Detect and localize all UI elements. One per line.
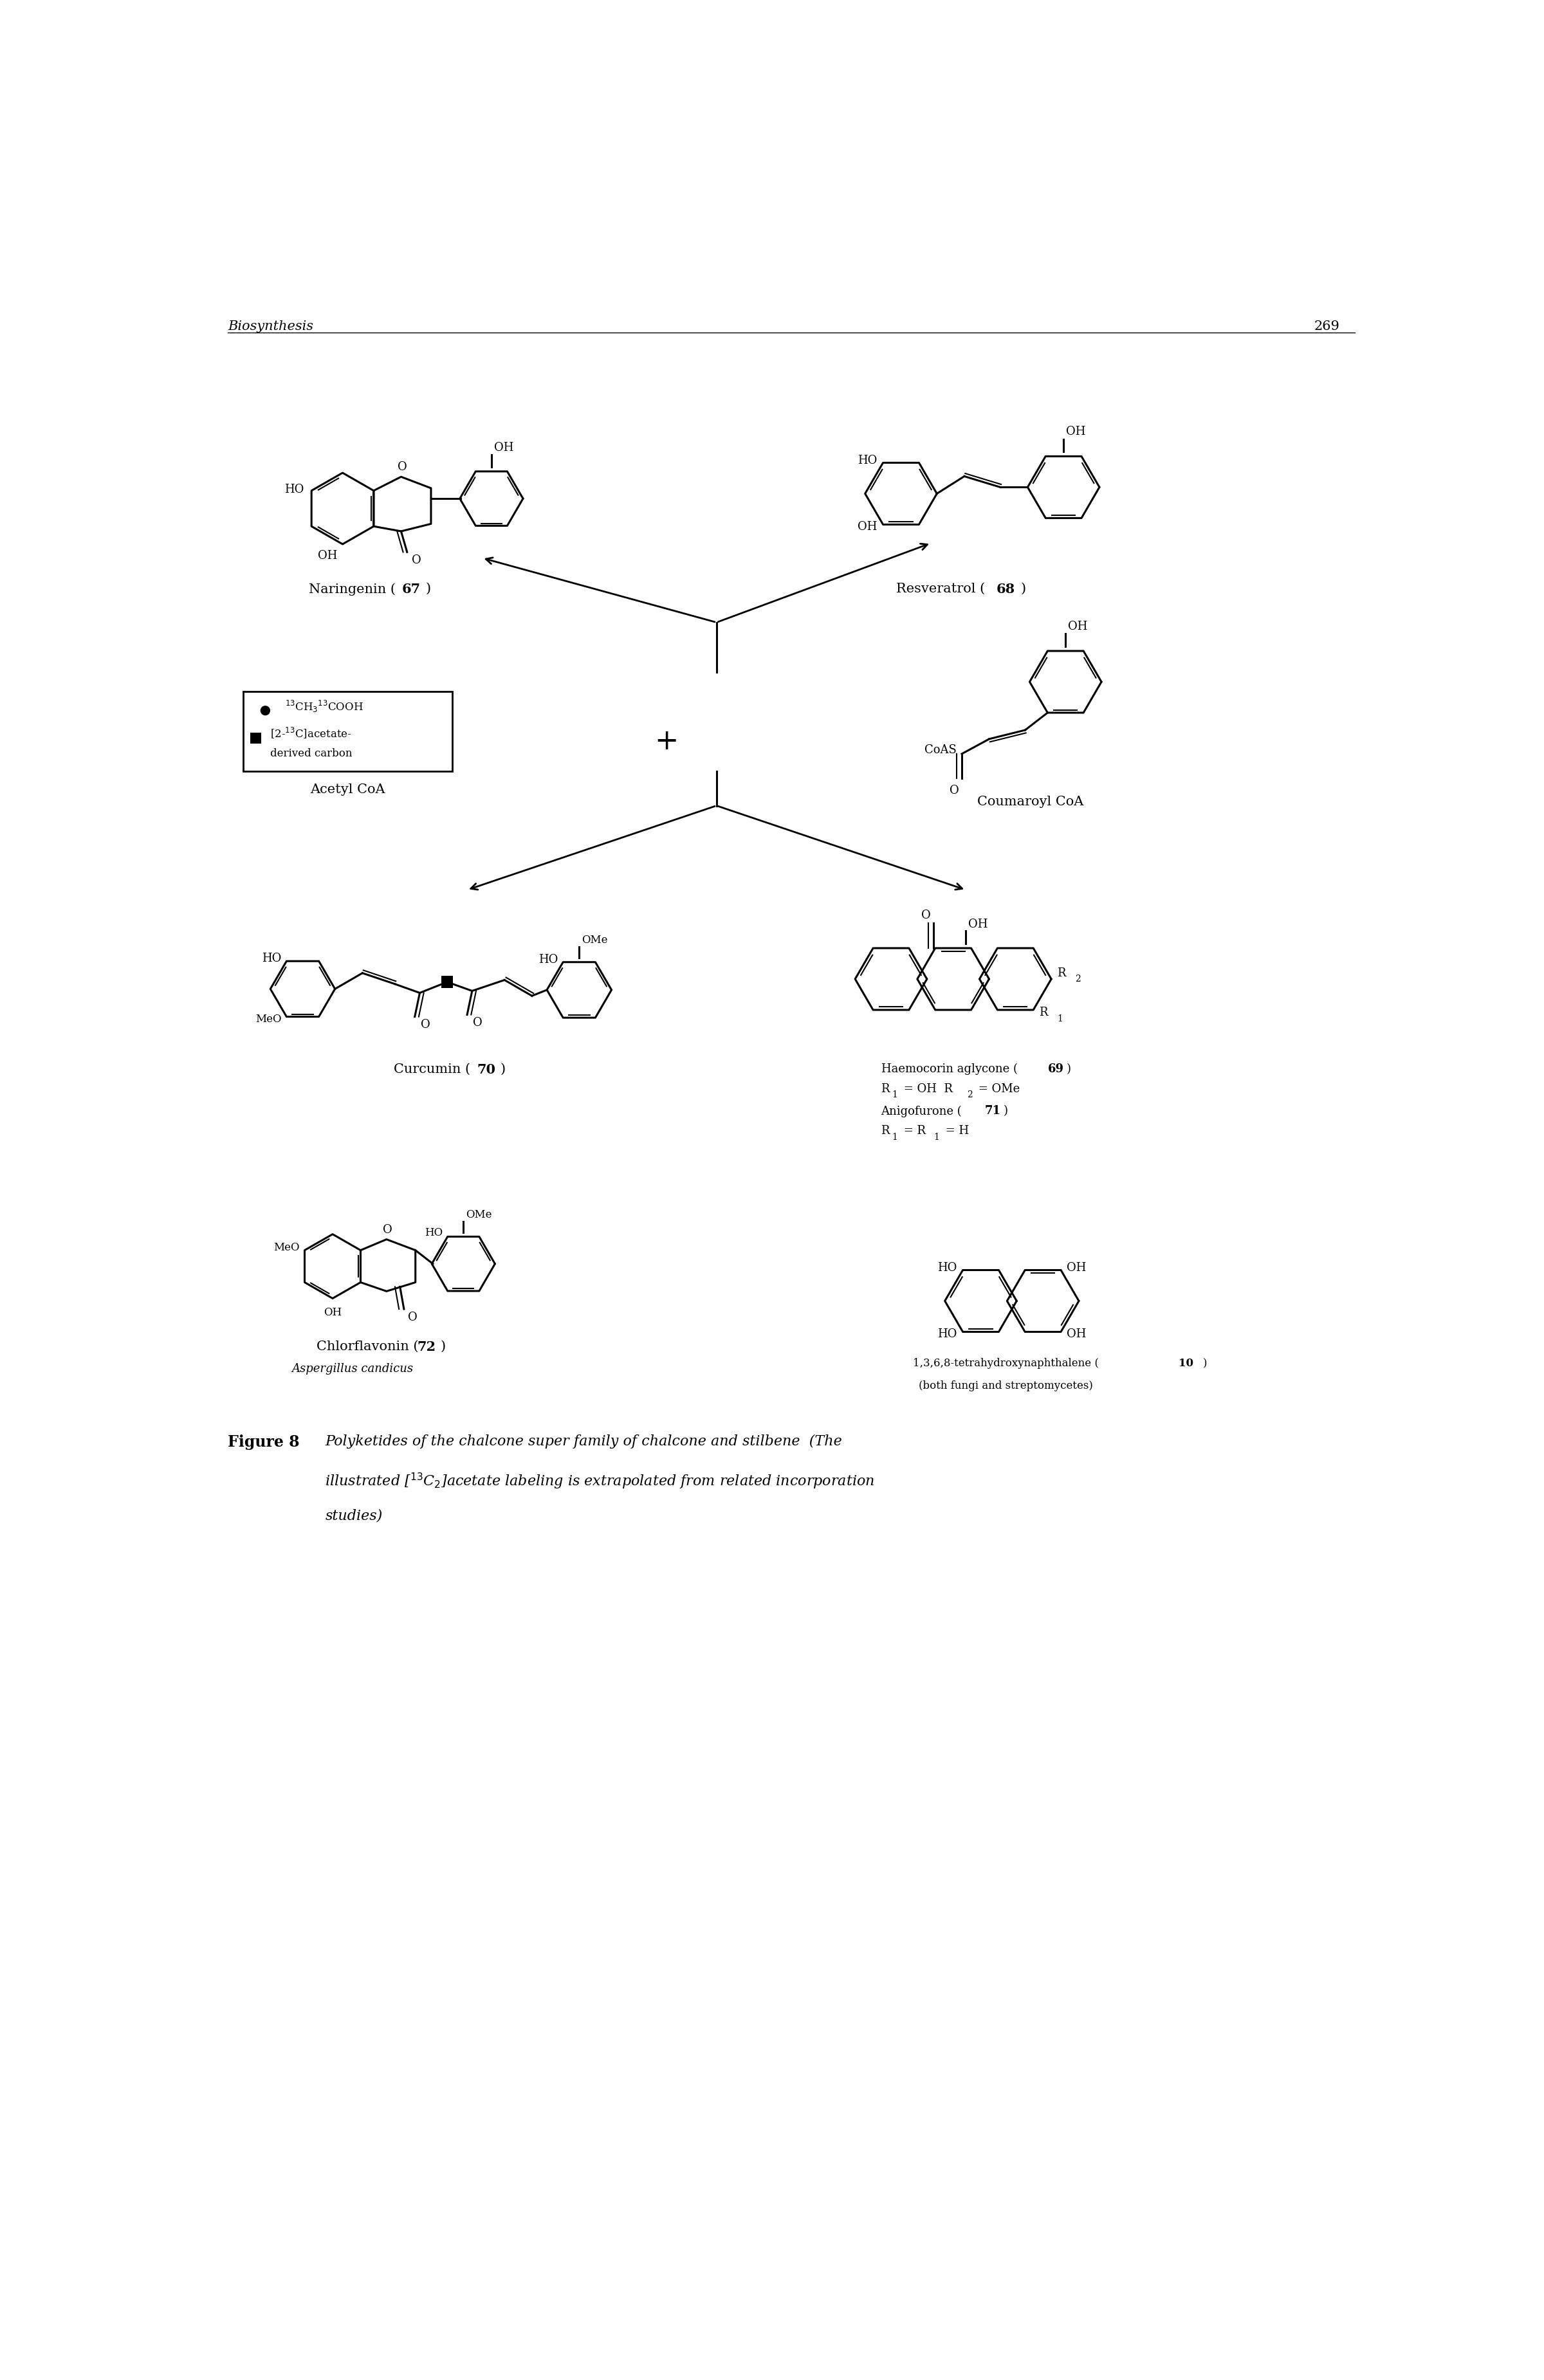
Text: Coumaroyl CoA: Coumaroyl CoA [977,795,1084,807]
Text: ): ) [440,1340,446,1352]
Text: OH: OH [1067,1328,1087,1340]
Text: 1: 1 [1058,1014,1062,1023]
Text: OH: OH [968,919,988,931]
Text: ): ) [1067,1064,1072,1076]
Text: HO: HO [539,954,557,966]
Text: O: O [472,1016,483,1028]
Text: 1: 1 [892,1090,897,1100]
Text: O: O [383,1223,392,1235]
Text: Chlorflavonin (: Chlorflavonin ( [317,1340,418,1352]
Text: 67: 67 [401,583,422,595]
Bar [250,733,261,743]
Text: OH: OH [494,443,514,452]
Text: = OH  R: = OH R [900,1083,953,1095]
Text: OH: OH [1067,1261,1087,1273]
Text: ): ) [426,583,431,595]
Text: OH: OH [1068,621,1087,633]
Text: derived carbon: derived carbon [270,747,352,759]
Text: O: O [397,462,406,474]
Bar [442,976,452,988]
Text: ): ) [1021,583,1025,595]
Text: HO: HO [937,1261,957,1273]
Text: HO: HO [857,455,877,466]
Text: MeO: MeO [255,1014,281,1026]
Text: 2: 2 [967,1090,973,1100]
Text: ): ) [1004,1104,1008,1116]
Text: HO: HO [284,483,304,495]
Text: = H: = H [942,1126,970,1138]
Text: MeO: MeO [273,1242,300,1254]
Text: OH: OH [324,1307,341,1319]
Text: ): ) [1203,1359,1207,1368]
Text: [2-$^{13}$C]acetate-: [2-$^{13}$C]acetate- [270,726,352,740]
Text: +: + [655,728,679,754]
Text: ): ) [500,1064,506,1076]
Text: 10: 10 [1178,1359,1194,1368]
Text: 70: 70 [477,1064,496,1076]
Text: R: R [882,1126,889,1138]
Text: Biosynthesis: Biosynthesis [229,321,313,333]
Text: OH: OH [318,550,338,562]
Text: (both fungi and streptomycetes): (both fungi and streptomycetes) [919,1380,1093,1392]
Text: CoAS: CoAS [925,745,957,757]
Text: HO: HO [425,1228,443,1238]
Text: Naringenin (: Naringenin ( [309,583,395,595]
Text: O: O [950,785,959,797]
Bar [242,693,452,771]
Text: OH: OH [857,521,877,533]
Text: O: O [408,1311,417,1323]
Text: Resveratrol (: Resveratrol ( [897,583,985,595]
Text: O: O [922,909,931,921]
Circle shape [261,707,270,714]
Text: Anigofurone (: Anigofurone ( [882,1104,962,1116]
Text: Acetyl CoA: Acetyl CoA [310,783,384,795]
Text: 269: 269 [1314,321,1340,333]
Text: HO: HO [937,1328,957,1340]
Text: R: R [1039,1007,1048,1019]
Text: HO: HO [262,952,281,964]
Text: Curcumin (: Curcumin ( [394,1064,471,1076]
Text: O: O [422,1019,431,1031]
Text: 71: 71 [985,1104,1001,1116]
Text: OMe: OMe [582,935,608,945]
Text: 1: 1 [934,1133,940,1142]
Text: Aspergillus candicus: Aspergillus candicus [292,1364,414,1376]
Text: 69: 69 [1048,1064,1064,1076]
Text: Polyketides of the chalcone super family of chalcone and stilbene  (The: Polyketides of the chalcone super family… [326,1435,841,1449]
Text: R: R [1058,966,1065,978]
Text: Figure 8: Figure 8 [229,1435,300,1449]
Text: 2: 2 [1075,973,1081,983]
Text: R: R [882,1083,889,1095]
Text: OMe: OMe [466,1209,493,1221]
Text: 1: 1 [892,1133,897,1142]
Text: $^{13}$CH$_3$$^{13}$COOH: $^{13}$CH$_3$$^{13}$COOH [286,700,364,714]
Text: O: O [412,555,422,566]
Text: = R: = R [900,1126,926,1138]
Text: studies): studies) [326,1509,383,1523]
Text: Haemocorin aglycone (: Haemocorin aglycone ( [882,1064,1017,1076]
Text: OH: OH [1065,426,1085,438]
Text: 72: 72 [417,1340,435,1354]
Text: illustrated [$^{13}$C$_2$]acetate labeling is extrapolated from related incorpor: illustrated [$^{13}$C$_2$]acetate labeli… [326,1471,875,1492]
Text: = OMe: = OMe [974,1083,1021,1095]
Text: 68: 68 [996,583,1014,595]
Text: 1,3,6,8-tetrahydroxynaphthalene (: 1,3,6,8-tetrahydroxynaphthalene ( [913,1359,1099,1368]
